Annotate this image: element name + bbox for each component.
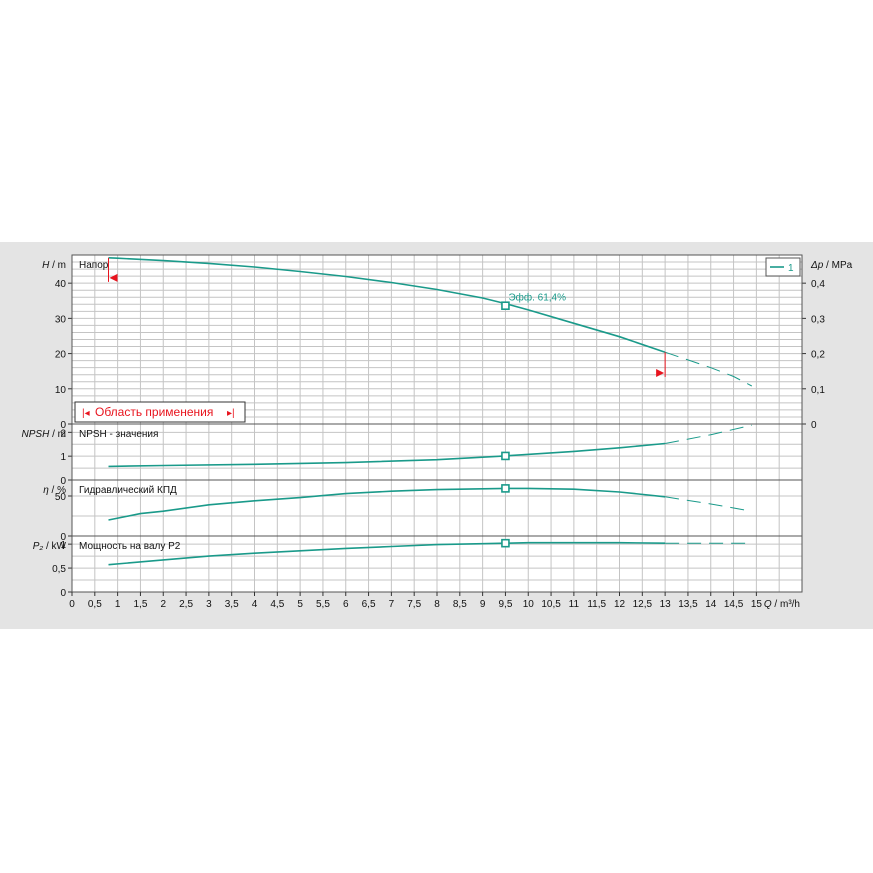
range-marker-left bbox=[109, 273, 118, 282]
x-tick-label: 4,5 bbox=[270, 599, 284, 610]
x-tick-label: 3 bbox=[206, 599, 212, 610]
series-line-dashed-efficiency bbox=[665, 496, 752, 512]
right-axis-symbol: Δp bbox=[810, 260, 824, 271]
x-tick-label: 8 bbox=[434, 599, 440, 610]
x-tick-label: 12 bbox=[614, 599, 626, 610]
x-tick-label: 4 bbox=[252, 599, 258, 610]
chart-panel: 0 10 20 30 40 H / m Напор 0 0,1 0,2 0,3 0,4 Δp / MPa… bbox=[0, 242, 873, 629]
application-area-arrow-right: ▸| bbox=[227, 408, 235, 419]
y-tick-label: 0 bbox=[60, 588, 66, 599]
x-tick-label: 3,5 bbox=[225, 599, 239, 610]
duty-point-npsh bbox=[501, 451, 510, 461]
x-tick-label: 10 bbox=[523, 599, 535, 610]
x-tick-label: 7 bbox=[389, 599, 395, 610]
right-axis-unit: / MPa bbox=[823, 260, 852, 271]
x-tick-label: 11,5 bbox=[587, 599, 606, 610]
y-tick-label: 0 bbox=[60, 476, 66, 487]
right-tick-label: 0,4 bbox=[811, 279, 825, 290]
series-line-dashed-head bbox=[664, 351, 753, 387]
duty-point-label: Эфф. 61,4% bbox=[508, 292, 566, 304]
x-tick-label: 13 bbox=[660, 599, 672, 610]
x-tick-label: 2,5 bbox=[179, 599, 193, 610]
y-tick-label: 0 bbox=[60, 532, 66, 543]
y-axis-label: NPSH / m bbox=[22, 429, 66, 440]
y-axis-symbol: η bbox=[43, 485, 49, 496]
series-line-npsh bbox=[108, 442, 666, 468]
series-line-efficiency bbox=[108, 487, 666, 521]
x-tick-label: 14 bbox=[705, 599, 717, 610]
x-tick-label: 0,5 bbox=[88, 599, 102, 610]
y-axis-symbol: P₂ bbox=[33, 541, 44, 552]
panel-title: Гидравлический КПД bbox=[79, 485, 177, 496]
right-tick-label: 0,3 bbox=[811, 314, 825, 325]
y-axis-label: η / % bbox=[43, 485, 66, 496]
x-tick-label: 5 bbox=[297, 599, 303, 610]
x-tick-label: 10,5 bbox=[541, 599, 561, 610]
x-tick-label: 6,5 bbox=[362, 599, 376, 610]
right-tick-label: 0 bbox=[811, 420, 817, 431]
duty-point-efficiency bbox=[501, 484, 510, 493]
y-axis-symbol: NPSH bbox=[22, 429, 51, 440]
application-area-arrow-left: |◂ bbox=[82, 408, 90, 419]
x-tick-label: 7,5 bbox=[407, 599, 421, 610]
y-tick-label: 2 bbox=[60, 428, 66, 439]
panel-title: Мощность на валу P2 bbox=[79, 541, 181, 552]
right-axis-label: Δp / MPa bbox=[810, 260, 853, 271]
y-axis-unit: / kW bbox=[43, 541, 66, 552]
x-tick-label: 1,5 bbox=[133, 599, 147, 610]
panel-title: Напор bbox=[79, 260, 109, 271]
y-tick-label: 40 bbox=[55, 279, 67, 290]
x-tick-label: 8,5 bbox=[453, 599, 467, 610]
legend-entry: 1 bbox=[788, 263, 794, 274]
y-tick-label: 10 bbox=[55, 385, 67, 396]
x-tick-label: 12,5 bbox=[633, 599, 653, 610]
duty-point-power bbox=[501, 538, 510, 548]
y-tick-label: 1 bbox=[60, 540, 66, 551]
x-tick-label: 6 bbox=[343, 599, 349, 610]
y-tick-label: 20 bbox=[55, 350, 67, 361]
x-tick-label: 13,5 bbox=[678, 599, 698, 610]
x-tick-label: 11 bbox=[569, 599, 580, 610]
series-line-dashed-npsh bbox=[665, 424, 752, 444]
y-axis-unit: / m bbox=[49, 260, 66, 271]
application-area-box bbox=[74, 401, 246, 423]
x-tick-label: 2 bbox=[160, 599, 166, 610]
x-tick-label: 1 bbox=[115, 599, 121, 610]
x-tick-label: 9 bbox=[480, 599, 486, 610]
y-axis-label: H / m bbox=[42, 260, 66, 271]
y-axis-unit: / % bbox=[49, 485, 66, 496]
y-axis-label: P₂ / kW bbox=[33, 541, 67, 552]
y-tick-label: 50 bbox=[55, 492, 67, 503]
x-tick-label: 5,5 bbox=[316, 599, 330, 610]
duty-point-head bbox=[501, 301, 510, 311]
x-tick-label: 0 bbox=[69, 599, 75, 610]
x-tick-label: 14,5 bbox=[724, 599, 744, 610]
x-axis-label: Q / m³/h bbox=[764, 599, 800, 610]
x-tick-label: 15 bbox=[751, 599, 763, 610]
range-marker-right bbox=[656, 368, 665, 377]
series-line-power bbox=[108, 541, 666, 566]
right-tick-label: 0,1 bbox=[811, 385, 825, 396]
x-tick-label: 9,5 bbox=[498, 599, 512, 610]
y-tick-label: 0,5 bbox=[52, 564, 66, 575]
y-axis-symbol: H bbox=[42, 260, 50, 271]
y-axis-unit: / m bbox=[49, 429, 66, 440]
x-axis-unit: / m³/h bbox=[772, 599, 800, 610]
y-tick-label: 1 bbox=[60, 452, 66, 463]
panel-title: NPSH - значения bbox=[79, 429, 158, 440]
right-tick-label: 0,2 bbox=[811, 350, 825, 361]
series-line-head bbox=[108, 257, 666, 353]
y-tick-label: 30 bbox=[55, 314, 67, 325]
application-area-label: Область применения bbox=[95, 405, 213, 419]
x-axis-symbol: Q bbox=[764, 599, 772, 610]
y-tick-label: 0 bbox=[60, 420, 66, 431]
